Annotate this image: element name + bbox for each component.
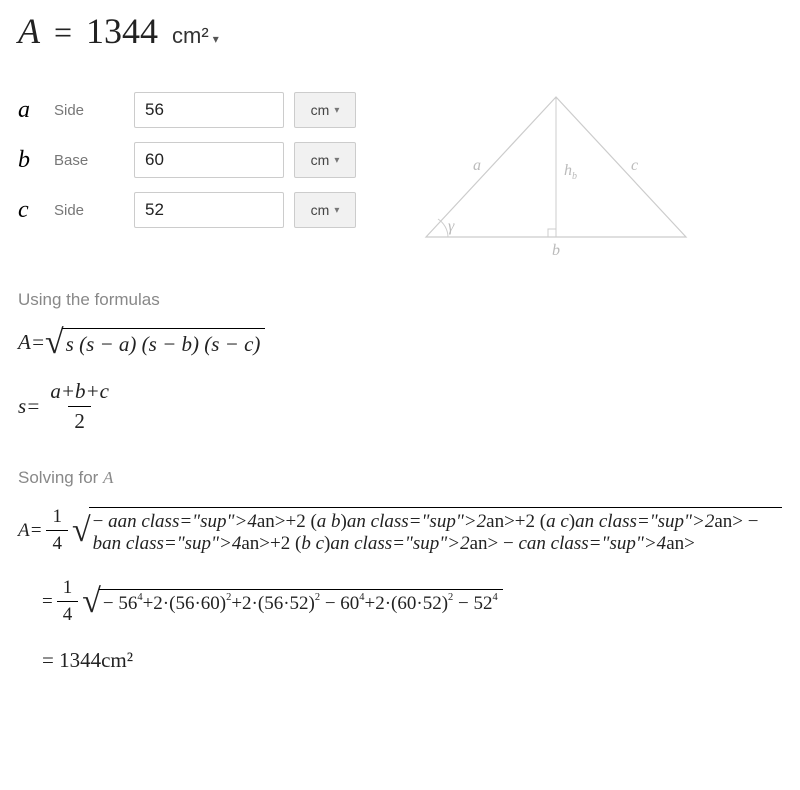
svg-text:γ: γ xyxy=(448,218,455,235)
unit-label: cm xyxy=(311,102,330,118)
chevron-down-icon: ▾ xyxy=(213,32,219,46)
solving-heading-text: Solving for xyxy=(18,468,103,487)
result-value: 1344 xyxy=(86,10,158,52)
unit-select[interactable]: cm ▾ xyxy=(294,142,356,178)
heron-formula: A= √ s (s − a) (s − b) (s − c) xyxy=(18,328,782,357)
formula-lhs: A= xyxy=(18,330,45,355)
side-c-input[interactable] xyxy=(134,192,284,228)
input-row: b Base cm ▾ xyxy=(18,142,356,178)
inputs-panel: a Side cm ▾ b Base cm ▾ c Side cm ▾ xyxy=(18,92,356,262)
result-variable: A xyxy=(18,10,40,52)
result-row: A = 1344 cm² ▾ xyxy=(18,10,782,52)
s-formula: s= a+b+c 2 xyxy=(18,379,782,434)
denominator: 4 xyxy=(57,601,79,626)
solving-line-2: = 1 4 √ − 564+2·(56·60)2+2·(56·52)2 − 60… xyxy=(18,577,782,626)
var-letter: a xyxy=(18,97,44,124)
var-label: Base xyxy=(54,152,124,169)
result-unit-dropdown[interactable]: cm² ▾ xyxy=(172,23,219,49)
numerator: 1 xyxy=(46,506,68,530)
sqrt-body: s (s − a) (s − b) (s − c) xyxy=(62,328,266,357)
numerator: a+b+c xyxy=(44,379,115,406)
input-row: c Side cm ▾ xyxy=(18,192,356,228)
sqrt-body: − aan class="sup">4an>+2 (a b)an class="… xyxy=(89,507,782,555)
chevron-down-icon: ▾ xyxy=(334,105,339,116)
fraction: a+b+c 2 xyxy=(44,379,115,434)
unit-select[interactable]: cm ▾ xyxy=(294,92,356,128)
svg-text:hb: hb xyxy=(564,162,577,182)
input-row: a Side cm ▾ xyxy=(18,92,356,128)
formulas-heading: Using the formulas xyxy=(18,290,782,310)
var-letter: b xyxy=(18,147,44,174)
var-letter: c xyxy=(18,197,44,224)
chevron-down-icon: ▾ xyxy=(334,205,339,216)
svg-text:c: c xyxy=(631,157,638,174)
unit-label: cm xyxy=(311,202,330,218)
solving-heading-var: A xyxy=(103,468,113,487)
inputs-diagram-container: a Side cm ▾ b Base cm ▾ c Side cm ▾ xyxy=(18,92,782,262)
solving-heading: Solving for A xyxy=(18,468,782,488)
sqrt-expression: √ − aan class="sup">4an>+2 (a b)an class… xyxy=(72,507,782,555)
denominator: 2 xyxy=(68,406,91,434)
fraction: 1 4 xyxy=(46,506,68,555)
equals: = xyxy=(42,591,53,613)
sqrt-expression: √ − 564+2·(56·60)2+2·(56·52)2 − 604+2·(6… xyxy=(82,589,502,615)
fraction: 1 4 xyxy=(57,577,79,626)
denominator: 4 xyxy=(46,530,68,555)
base-b-input[interactable] xyxy=(134,142,284,178)
side-a-input[interactable] xyxy=(134,92,284,128)
numerator: 1 xyxy=(57,577,79,601)
result-equals: = xyxy=(54,14,72,51)
var-label: Side xyxy=(54,202,124,219)
svg-text:a: a xyxy=(473,157,481,174)
result-unit-label: cm² xyxy=(172,23,209,49)
unit-select[interactable]: cm ▾ xyxy=(294,192,356,228)
var-label: Side xyxy=(54,102,124,119)
sqrt-body: − 564+2·(56·60)2+2·(56·52)2 − 604+2·(60·… xyxy=(99,589,503,615)
chevron-down-icon: ▾ xyxy=(334,155,339,166)
unit-label: cm xyxy=(311,152,330,168)
svg-text:b: b xyxy=(552,242,560,259)
sqrt-expression: √ s (s − a) (s − b) (s − c) xyxy=(45,328,265,357)
formula-lhs: s= xyxy=(18,394,40,419)
triangle-diagram: a c hb γ b xyxy=(396,92,696,262)
solving-line-1: A= 1 4 √ − aan class="sup">4an>+2 (a b)a… xyxy=(18,506,782,555)
solving-final: = 1344cm² xyxy=(18,648,782,673)
formula-lhs: A= xyxy=(18,520,42,542)
